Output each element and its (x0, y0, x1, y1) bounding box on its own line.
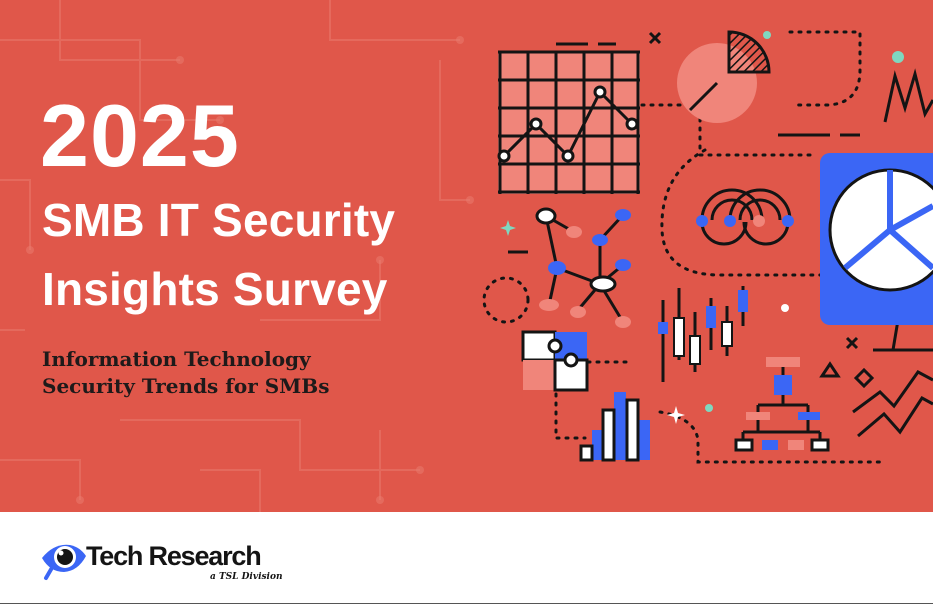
eye-icon (42, 544, 86, 580)
candlestick-bodies (658, 290, 748, 365)
monitor-pie-chart-icon (820, 153, 933, 352)
org-chart-icon (734, 357, 830, 452)
puzzle-pieces-icon (521, 330, 589, 392)
cover-year: 2025 (40, 86, 240, 185)
brand-name: Tech Research (86, 541, 262, 571)
line-chart-grid-icon (497, 50, 640, 194)
bar-chart-icon (579, 392, 650, 462)
dash-lines-decoration (508, 42, 860, 254)
cover-title-line-1: SMB IT Security (42, 194, 396, 246)
circle-dots (696, 215, 794, 227)
dotted-connectors (482, 30, 887, 464)
network-graph-icon (535, 207, 631, 328)
cover-footer: Tech Research a TSL Division (0, 512, 933, 604)
cover-title-line-2: Insights Survey (42, 263, 388, 315)
pie-chart-icon (677, 30, 771, 123)
cover-hero: 2025 SMB IT Security Insights Survey Inf… (0, 0, 933, 512)
geometric-shapes-decoration (819, 361, 875, 389)
data-illustration (482, 30, 933, 464)
squiggle-line-decoration (883, 68, 933, 123)
sparkle-dots-decoration (500, 31, 904, 424)
cover-subtitle-line-1: Information Technology (42, 347, 311, 371)
brand-tagline: a TSL Division (210, 572, 283, 582)
overlapping-circles-icon (700, 188, 792, 246)
cover-subtitle-line-2: Security Trends for SMBs (42, 374, 330, 398)
zigzag-lines-decoration (852, 370, 933, 438)
tech-research-logo[interactable]: Tech Research a TSL Division (40, 538, 283, 590)
circuit-background-pattern (0, 0, 474, 512)
cross-mark-icon (648, 31, 859, 350)
